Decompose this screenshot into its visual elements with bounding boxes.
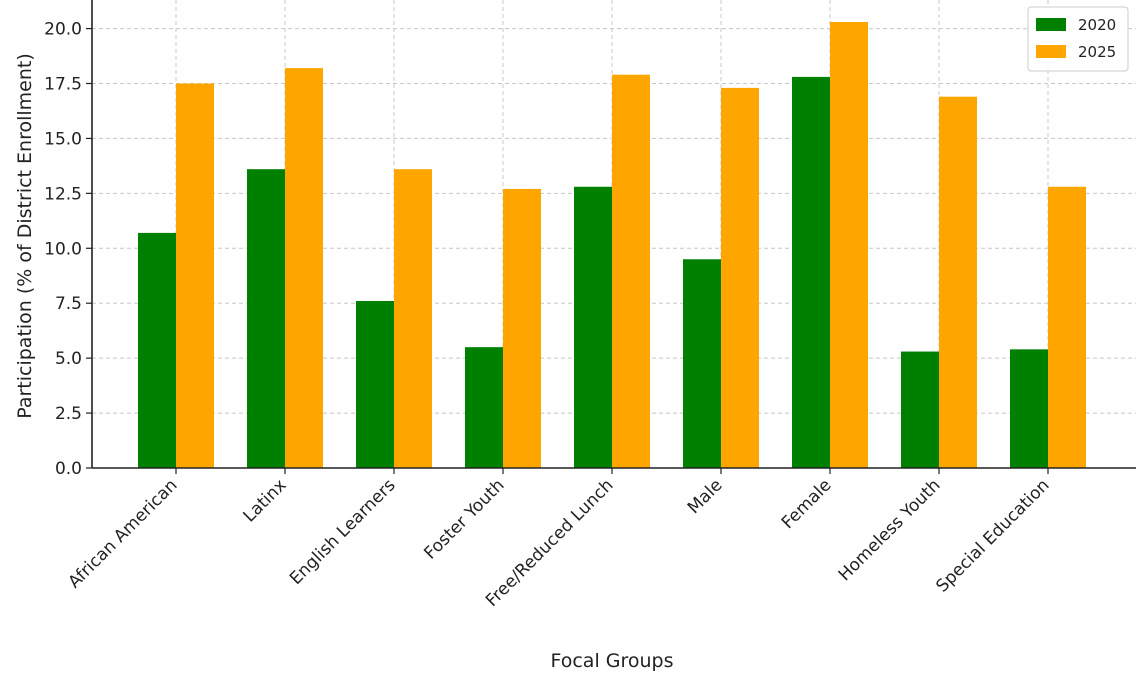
bar-2020-female xyxy=(792,76,830,469)
bar-2020-special-education xyxy=(1010,349,1048,468)
y-tick-label: 15.0 xyxy=(44,129,82,149)
bar-2025-male xyxy=(721,87,759,468)
y-tick-label: 5.0 xyxy=(55,349,82,369)
bar-2020-english-learners xyxy=(356,301,394,468)
y-tick-label: 20.0 xyxy=(44,20,82,40)
y-tick-label: 7.5 xyxy=(55,294,82,314)
x-axis-label: Focal Groups xyxy=(550,650,673,672)
legend-swatch-2020 xyxy=(1036,18,1066,31)
x-tick-label: Female xyxy=(778,475,836,533)
y-tick-label: 2.5 xyxy=(55,404,82,424)
bar-2020-free-reduced-lunch xyxy=(574,186,612,468)
legend: 2020 2025 xyxy=(1027,6,1129,72)
bar-2025-free-reduced-lunch xyxy=(612,74,650,468)
legend-label-2025: 2025 xyxy=(1078,43,1116,61)
bar-2025-homeless-youth xyxy=(939,96,977,468)
x-tick-label: Latinx xyxy=(240,475,291,526)
legend-swatch-2025 xyxy=(1036,45,1066,58)
x-tick-label: African American xyxy=(64,475,181,592)
y-ticks: 0.0 2.5 5.0 7.5 10.0 12.5 15.0 17.5 20.0 xyxy=(44,20,92,479)
y-tick-label: 10.0 xyxy=(44,239,82,259)
bar-2025-special-education xyxy=(1048,186,1086,468)
x-tick-label: Male xyxy=(684,475,727,518)
y-tick-label: 0.0 xyxy=(55,459,82,479)
bar-2020-male xyxy=(683,259,721,468)
bar-2020-foster-youth xyxy=(465,347,503,468)
y-axis-label: Participation (% of District Enrollment) xyxy=(14,53,36,419)
bars xyxy=(138,21,1086,469)
bar-2025-english-learners xyxy=(394,169,432,468)
legend-label-2020: 2020 xyxy=(1078,16,1116,34)
bar-2020-homeless-youth xyxy=(901,351,939,468)
x-tick-label: Special Education xyxy=(932,475,1053,596)
y-tick-label: 12.5 xyxy=(44,184,82,204)
x-tick-label: Homeless Youth xyxy=(835,475,945,585)
y-tick-label: 17.5 xyxy=(44,74,82,94)
x-tick-label: Foster Youth xyxy=(420,475,508,563)
bar-2025-african-american xyxy=(176,83,214,469)
bar-2025-latinx xyxy=(285,68,323,469)
bar-2020-african-american xyxy=(138,232,176,468)
bar-2025-female xyxy=(830,21,868,468)
bar-2020-latinx xyxy=(247,169,285,468)
x-tick-label: English Learners xyxy=(286,475,400,589)
bar-2025-foster-youth xyxy=(503,188,541,468)
axes xyxy=(91,0,1136,469)
